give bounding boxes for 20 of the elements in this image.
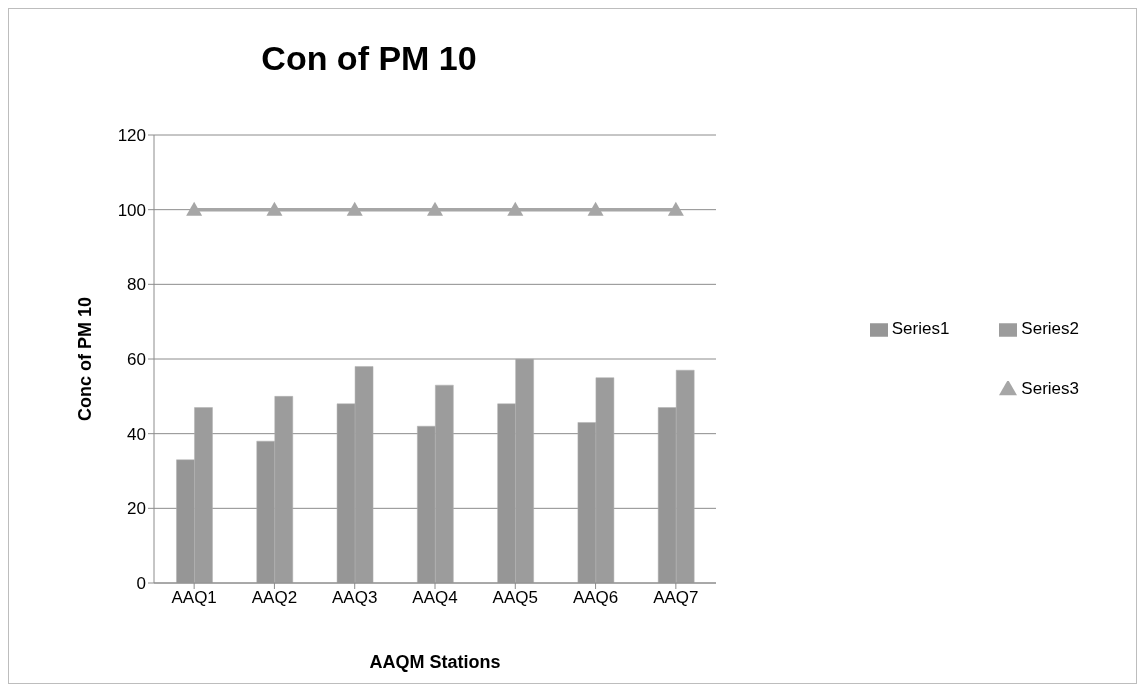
x-tick-label: AAQ7 xyxy=(653,588,699,608)
x-tick-label: AAQ5 xyxy=(492,588,538,608)
y-tick-label: 40 xyxy=(127,424,146,444)
y-axis-title: Conc of PM 10 xyxy=(75,296,96,422)
y-tick-label: 0 xyxy=(136,574,146,594)
x-tick-label: AAQ4 xyxy=(412,588,458,608)
legend-label: Series2 xyxy=(1021,319,1079,338)
legend-label: Series3 xyxy=(1021,379,1079,398)
y-tick-label: 80 xyxy=(127,275,146,295)
x-tick-label: AAQ6 xyxy=(572,588,619,608)
x-tick-label: AAQ3 xyxy=(332,588,378,608)
y-tick-label: 60 xyxy=(127,350,146,370)
y-tick-label: 100 xyxy=(117,200,146,220)
chart-title: Con of PM 10 xyxy=(260,39,478,78)
x-axis-title: AAQM Stations xyxy=(369,652,501,672)
y-tick-label: 20 xyxy=(127,499,146,519)
y-tick-label: 120 xyxy=(117,126,146,146)
x-tick-label: AAQ1 xyxy=(171,588,217,608)
legend-label: Series1 xyxy=(891,319,950,338)
x-tick-label: AAQ2 xyxy=(251,588,298,608)
